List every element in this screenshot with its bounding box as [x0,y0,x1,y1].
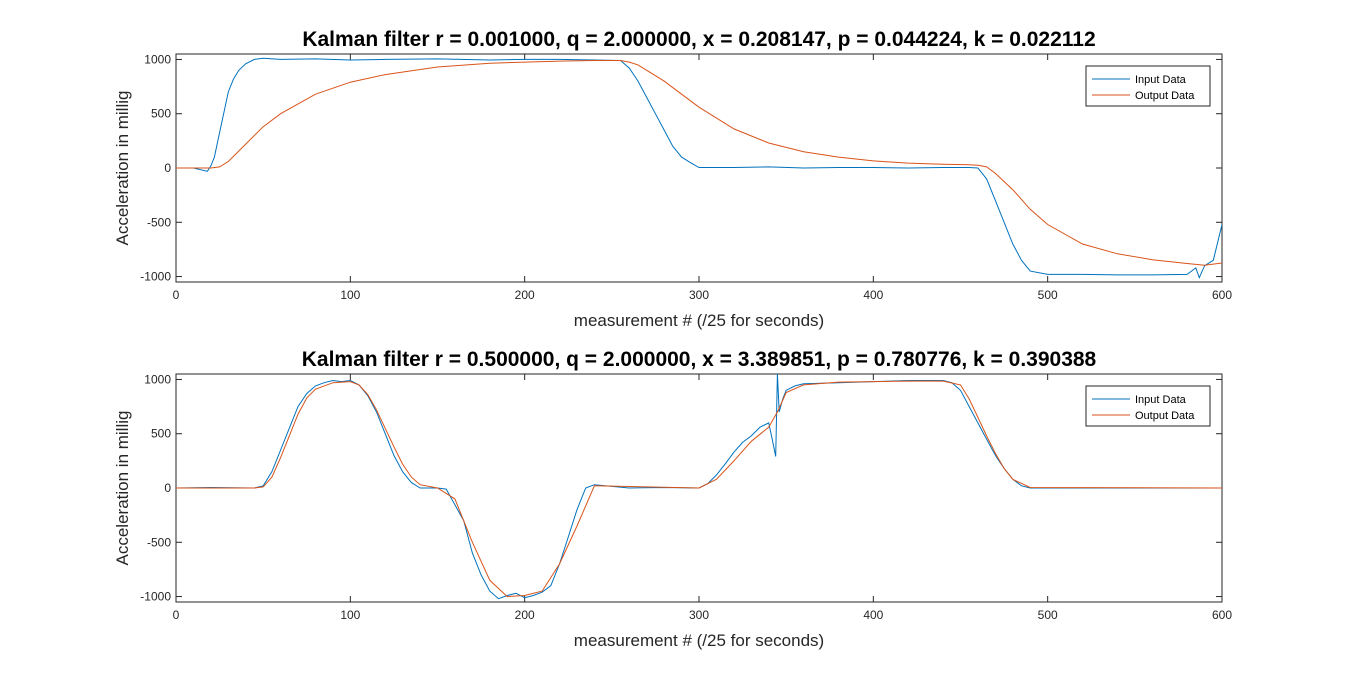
y-tick-label: -1000 [140,590,171,604]
series-line-output-data [176,60,1222,266]
series-line-output-data [176,380,1222,598]
legend-entry-label: Output Data [1135,410,1195,422]
y-tick-label: 0 [164,481,171,495]
x-axis-label: measurement # (/25 for seconds) [574,631,824,650]
legend-entry-label: Output Data [1135,90,1195,102]
x-tick-label: 400 [863,608,883,622]
x-tick-label: 200 [515,608,535,622]
legend-box [1085,385,1211,427]
x-tick-label: 400 [863,288,883,302]
x-axis-label: measurement # (/25 for seconds) [574,311,824,330]
x-tick-label: 600 [1212,288,1232,302]
x-tick-label: 300 [689,608,709,622]
chart-title: Kalman filter r = 0.500000, q = 2.000000… [302,348,1097,371]
legend-entry-label: Input Data [1135,74,1187,86]
legend-box [1085,65,1211,107]
x-tick-label: 200 [515,288,535,302]
series-group [176,374,1222,600]
y-tick-label: 1000 [144,372,171,386]
x-tick-label: 500 [1038,288,1058,302]
plot-area: 0 100 200 300 400 500 600 -1000 -500 0 500 1000 Inpu… [140,52,1232,302]
series-line-input-data [176,57,1222,280]
y-tick-label: 0 [164,161,171,175]
x-tick-label: 600 [1212,608,1232,622]
legend: Input Data Output Data [1085,65,1211,107]
x-tick-label: 100 [340,608,360,622]
chart-top: Kalman filter r = 0.001000, q = 2.000000… [113,28,1232,330]
x-tick-label: 100 [340,288,360,302]
y-axis-label: Acceleration in millig [113,91,132,246]
plot-area: 0 100 200 300 400 500 600 -1000 -500 0 500 1000 Inpu… [140,372,1232,622]
x-tick-label: 0 [173,288,180,302]
y-tick-label: -500 [147,215,171,229]
series-group [176,57,1222,280]
legend: Input Data Output Data [1085,385,1211,427]
y-tick-label: 1000 [144,52,171,66]
chart-bottom: Kalman filter r = 0.500000, q = 2.000000… [113,348,1232,650]
x-tick-label: 0 [173,608,180,622]
y-tick-label: -500 [147,535,171,549]
y-tick-label: 500 [151,427,171,441]
x-tick-label: 300 [689,288,709,302]
chart-title: Kalman filter r = 0.001000, q = 2.000000… [302,28,1095,51]
x-tick-label: 500 [1038,608,1058,622]
y-axis-label: Acceleration in millig [113,411,132,566]
y-tick-label: 500 [151,107,171,121]
legend-entry-label: Input Data [1135,394,1187,406]
y-tick-label: -1000 [140,270,171,284]
